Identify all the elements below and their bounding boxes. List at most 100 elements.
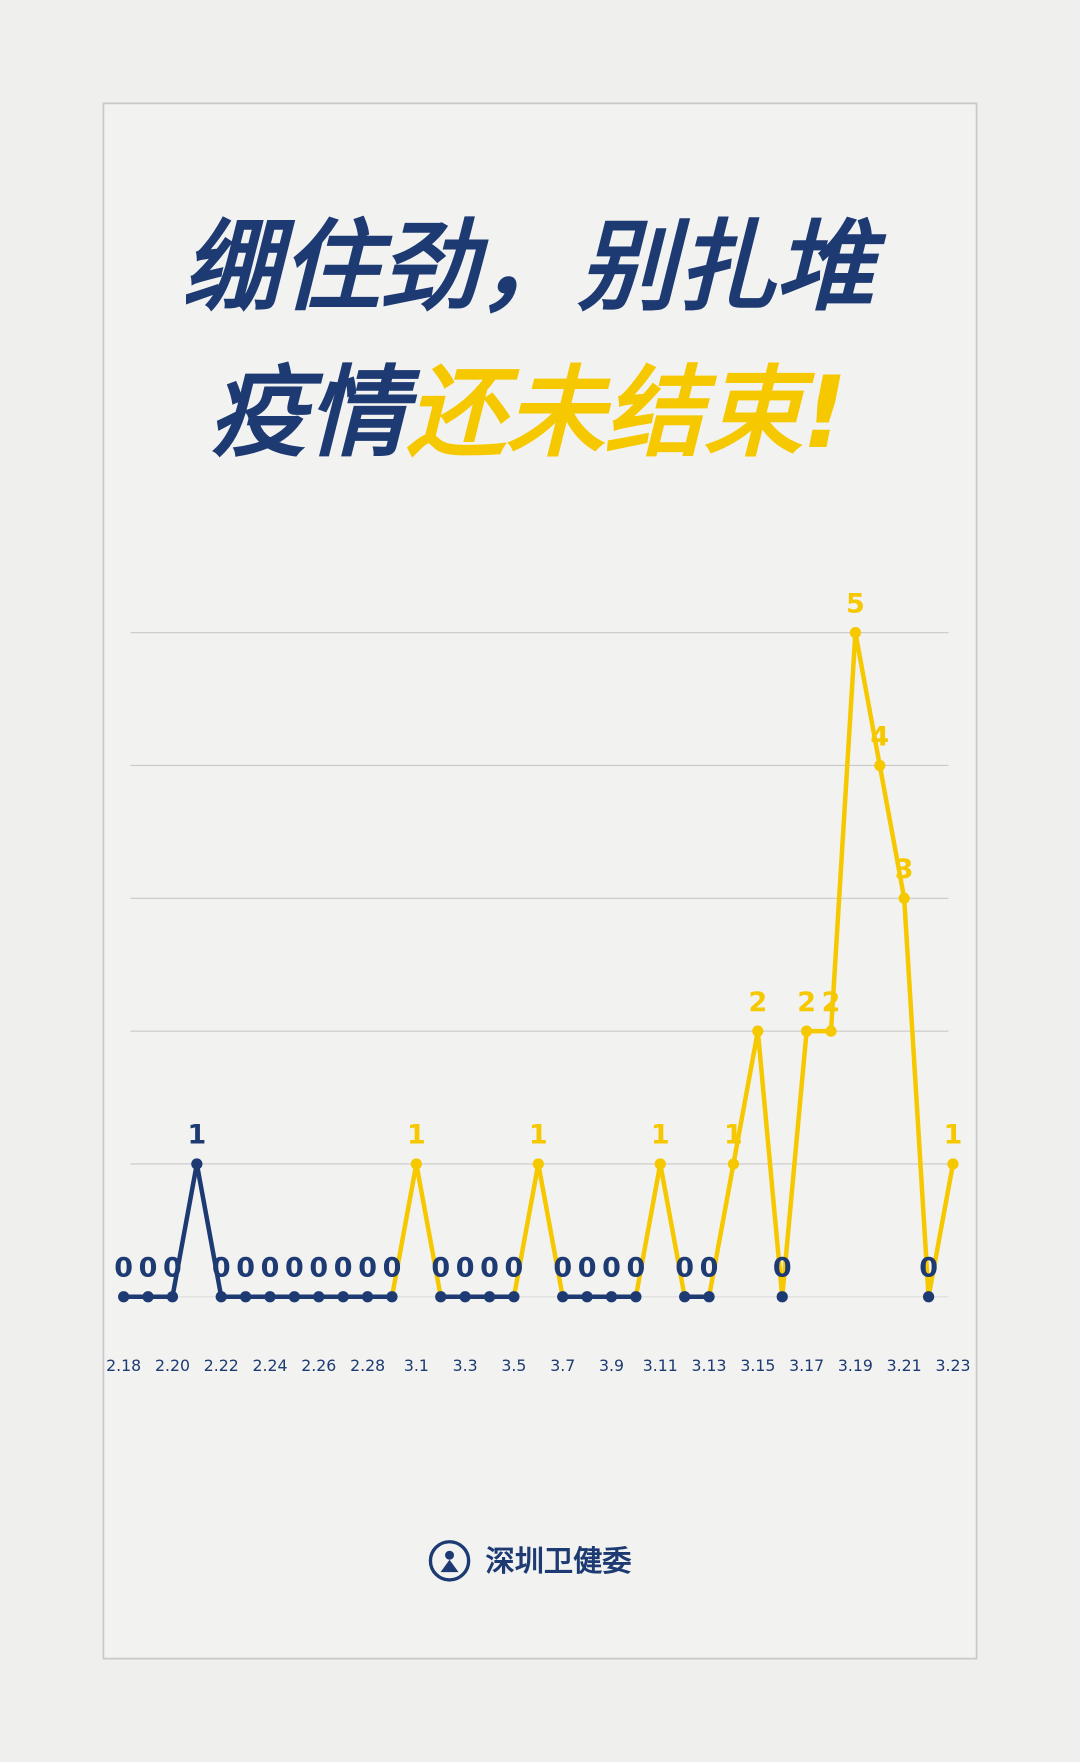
title-bright: 还未结束!: [407, 356, 848, 471]
line-segment: [926, 1161, 956, 1300]
x-tick-label: 2.20: [155, 1356, 190, 1375]
point: [410, 1158, 422, 1170]
point: [752, 1025, 764, 1037]
title-line1: 绷住劲，别扎堆: [182, 210, 887, 325]
line-segment: [779, 1028, 809, 1300]
value-label: 0: [578, 1253, 597, 1284]
line-segment: [901, 896, 931, 1300]
value-label: 0: [456, 1253, 475, 1284]
value-label: 1: [187, 1120, 206, 1151]
frame: [102, 102, 978, 1660]
line-segment: [731, 1028, 761, 1167]
value-label: 5: [846, 588, 865, 619]
value-label: 4: [870, 721, 889, 752]
point: [898, 892, 910, 904]
line-segment: [389, 1161, 419, 1300]
point: [313, 1291, 325, 1303]
value-label: 0: [480, 1253, 499, 1284]
value-label: 2: [748, 987, 767, 1018]
value-label: 0: [919, 1253, 938, 1284]
point: [191, 1158, 203, 1170]
x-tick-label: 2.18: [106, 1356, 141, 1375]
value-label: 2: [797, 987, 816, 1018]
point: [532, 1158, 544, 1170]
x-tick-label: 2.24: [253, 1356, 288, 1375]
point: [142, 1291, 154, 1303]
x-tick-label: 2.22: [204, 1356, 239, 1375]
point: [239, 1291, 252, 1303]
line-segment: [511, 1161, 541, 1300]
x-tick-label: 3.3: [453, 1356, 478, 1375]
point: [605, 1291, 618, 1303]
line-segment: [194, 1161, 224, 1300]
point: [654, 1158, 666, 1170]
x-tick-label: 3.7: [550, 1356, 575, 1375]
point: [679, 1291, 691, 1303]
value-label: 0: [431, 1253, 450, 1284]
line-segment: [633, 1161, 663, 1300]
point: [849, 627, 862, 639]
line-segment: [536, 1161, 565, 1300]
value-label: 0: [261, 1253, 280, 1284]
line-segment: [414, 1161, 443, 1300]
value-label: 0: [285, 1253, 304, 1284]
line-segment: [706, 1161, 736, 1300]
value-label: 1: [724, 1120, 743, 1151]
point: [922, 1291, 935, 1303]
x-tick-label: 3.1: [404, 1356, 429, 1375]
line-segment: [658, 1161, 687, 1300]
point: [947, 1158, 959, 1170]
value-label: 1: [651, 1120, 670, 1151]
value-label: 2: [822, 987, 841, 1018]
x-tick-label: 3.11: [643, 1356, 678, 1375]
value-label: 1: [944, 1120, 963, 1151]
value-label: 0: [163, 1253, 182, 1284]
x-tick-label: 3.21: [887, 1356, 922, 1375]
x-tick-label: 3.9: [599, 1356, 624, 1375]
x-tick-label: 2.28: [350, 1356, 385, 1375]
line-segment: [828, 630, 858, 1034]
point: [508, 1291, 520, 1303]
value-label: 0: [212, 1253, 231, 1284]
value-label: 1: [407, 1120, 426, 1151]
value-label: 0: [773, 1253, 792, 1284]
x-tick-label: 3.17: [789, 1356, 824, 1375]
x-tick-label: 2.26: [301, 1356, 336, 1375]
point: [825, 1025, 837, 1037]
line-segment: [877, 763, 907, 901]
point: [557, 1291, 569, 1303]
value-label: 0: [602, 1253, 621, 1284]
x-tick-label: 3.5: [501, 1356, 526, 1375]
value-label: 3: [895, 854, 914, 885]
point: [581, 1291, 593, 1303]
title-line2: 疫情还未结束!: [209, 356, 847, 471]
value-label: 1: [529, 1120, 548, 1151]
point: [874, 759, 886, 772]
point: [288, 1291, 301, 1303]
point: [776, 1291, 788, 1303]
point: [264, 1291, 276, 1303]
line-segment: [755, 1028, 785, 1300]
footer-org: 深圳卫健委: [485, 1544, 632, 1578]
value-label: 0: [236, 1253, 255, 1284]
title-dark: 疫情: [209, 356, 421, 471]
value-label: 0: [383, 1253, 402, 1284]
x-tick-label: 3.23: [935, 1356, 970, 1375]
x-tick-label: 3.19: [838, 1356, 873, 1375]
value-label: 0: [139, 1253, 158, 1284]
point: [801, 1025, 813, 1037]
value-label: 0: [553, 1253, 572, 1284]
point: [166, 1291, 179, 1303]
value-label: 0: [334, 1253, 353, 1284]
point: [361, 1291, 374, 1303]
point: [727, 1158, 740, 1170]
value-label: 0: [505, 1253, 524, 1284]
line-segment: [853, 630, 883, 768]
value-label: 0: [358, 1253, 377, 1284]
value-label: 0: [309, 1253, 328, 1284]
point: [630, 1291, 642, 1303]
point: [386, 1291, 398, 1303]
